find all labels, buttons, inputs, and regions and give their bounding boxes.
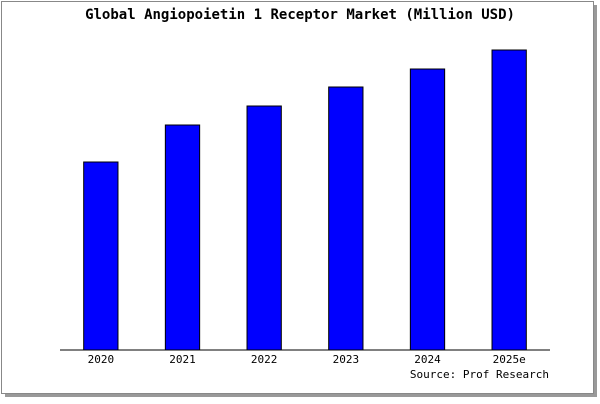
plot-area [60, 45, 550, 350]
x-tick-label: 2024 [414, 353, 441, 366]
bar [83, 161, 119, 351]
bar [328, 86, 364, 351]
x-tick-label: 2021 [169, 353, 196, 366]
chart-title: Global Angiopoietin 1 Receptor Market (M… [85, 7, 515, 23]
x-tick-label: 2025e [493, 353, 526, 366]
bar [491, 49, 527, 351]
bar [409, 68, 446, 351]
x-tick-label: 2023 [333, 353, 360, 366]
bar [246, 105, 282, 351]
x-tick-label: 2022 [251, 353, 278, 366]
bar [164, 124, 201, 351]
x-tick-label: 2020 [88, 353, 115, 366]
source-note: Source: Prof Research [410, 368, 549, 381]
